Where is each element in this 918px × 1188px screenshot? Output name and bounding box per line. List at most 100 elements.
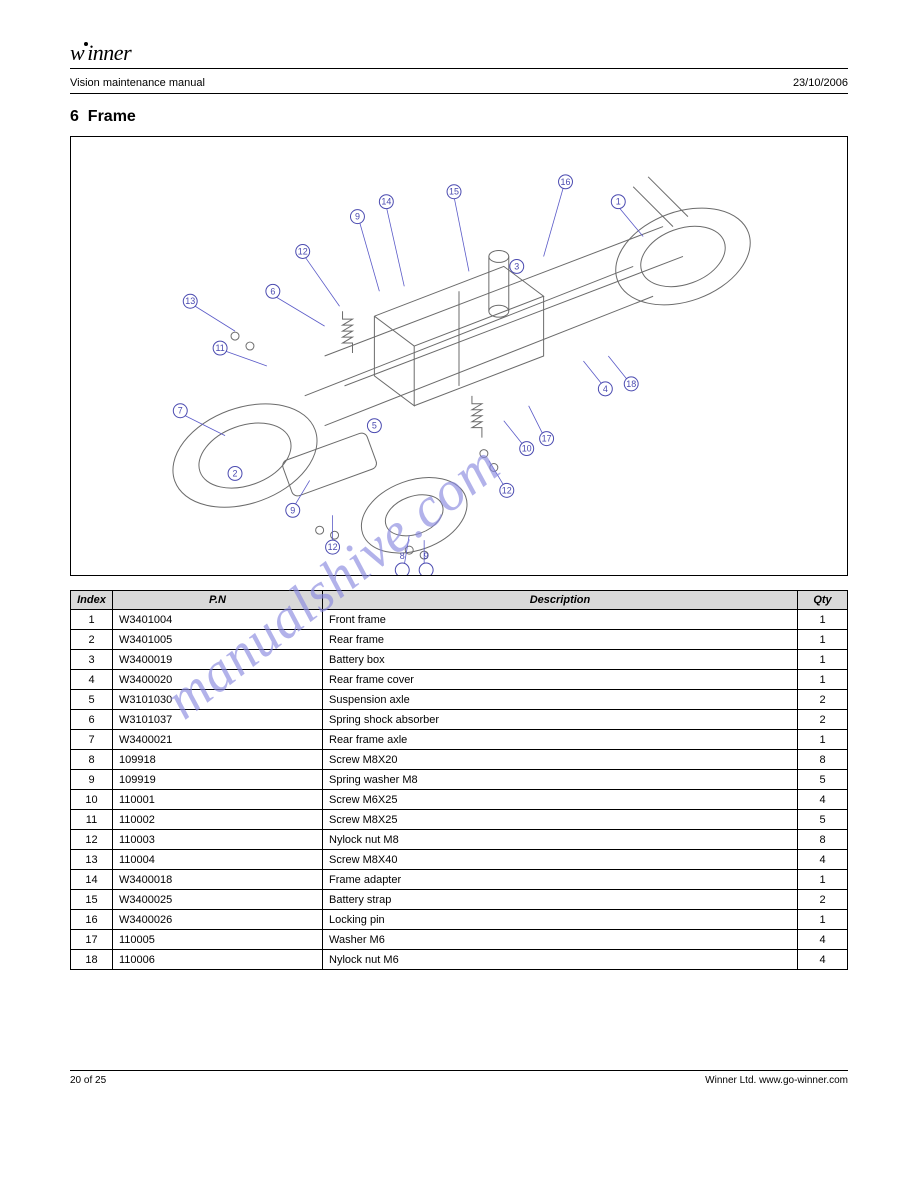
chapter-heading: 6 Frame [70,108,848,126]
table-cell: 17 [71,930,113,950]
table-cell: W3101037 [113,710,323,730]
page-header: wwinnerinner [70,40,848,69]
svg-text:8: 8 [400,551,405,561]
svg-text:9: 9 [290,505,295,515]
table-cell: Screw M6X25 [323,790,798,810]
table-cell: 18 [71,950,113,970]
table-row: 16W3400026Locking pin1 [71,910,848,930]
table-cell: 2 [798,690,848,710]
table-cell: 109919 [113,770,323,790]
table-cell: Screw M8X20 [323,750,798,770]
table-cell: W3400021 [113,730,323,750]
col-index: Index [71,591,113,610]
table-cell: 3 [71,650,113,670]
table-cell: Battery strap [323,890,798,910]
svg-text:10: 10 [522,444,532,454]
svg-text:15: 15 [449,187,459,197]
table-cell: Rear frame axle [323,730,798,750]
table-cell: 1 [798,670,848,690]
table-cell: 4 [798,930,848,950]
col-pn: P.N [113,591,323,610]
exploded-diagram: 1 16 15 14 9 12 6 13 11 7 2 9 12 5 8 9 1… [70,136,848,576]
table-cell: Nylock nut M6 [323,950,798,970]
table-cell: Screw M8X40 [323,850,798,870]
table-cell: 8 [71,750,113,770]
table-row: 18110006Nylock nut M64 [71,950,848,970]
table-cell: 14 [71,870,113,890]
table-cell: 2 [798,710,848,730]
svg-text:12: 12 [502,485,512,495]
table-cell: W3401005 [113,630,323,650]
table-cell: 110006 [113,950,323,970]
table-row: 15W3400025Battery strap2 [71,890,848,910]
table-cell: Spring washer M8 [323,770,798,790]
table-cell: 1 [71,610,113,630]
table-cell: 8 [798,750,848,770]
page-footer: 20 of 25 Winner Ltd. www.go-winner.com [70,1070,848,1086]
svg-text:3: 3 [514,261,519,271]
table-cell: 2 [798,890,848,910]
table-row: 1W3401004Front frame1 [71,610,848,630]
table-cell: 110001 [113,790,323,810]
svg-text:5: 5 [372,421,377,431]
svg-text:7: 7 [178,406,183,416]
table-row: 5W3101030Suspension axle2 [71,690,848,710]
svg-text:16: 16 [561,177,571,187]
svg-text:14: 14 [381,197,391,207]
table-cell: 4 [71,670,113,690]
table-cell: 4 [798,950,848,970]
table-cell: 12 [71,830,113,850]
table-row: 11110002Screw M8X255 [71,810,848,830]
table-cell: 1 [798,870,848,890]
footer-page: 20 of 25 [70,1075,106,1086]
table-cell: 5 [798,810,848,830]
table-cell: 1 [798,610,848,630]
table-cell: 110004 [113,850,323,870]
col-qty: Qty [798,591,848,610]
table-cell: Nylock nut M8 [323,830,798,850]
table-row: 6W3101037Spring shock absorber2 [71,710,848,730]
svg-text:9: 9 [355,212,360,222]
table-cell: 1 [798,650,848,670]
table-cell: 16 [71,910,113,930]
table-row: 14W3400018Frame adapter1 [71,870,848,890]
table-row: 4W3400020Rear frame cover1 [71,670,848,690]
table-cell: Screw M8X25 [323,810,798,830]
table-cell: 7 [71,730,113,750]
table-cell: W3400019 [113,650,323,670]
table-cell: Locking pin [323,910,798,930]
table-cell: 9 [71,770,113,790]
table-cell: Rear frame [323,630,798,650]
table-cell: 4 [798,850,848,870]
footer-company: Winner Ltd. www.go-winner.com [705,1075,848,1086]
table-cell: W3400020 [113,670,323,690]
svg-text:13: 13 [185,296,195,306]
svg-text:2: 2 [233,468,238,478]
table-cell: Suspension axle [323,690,798,710]
table-cell: W3400018 [113,870,323,890]
brand-logo: wwinnerinner [70,40,131,68]
table-cell: 110003 [113,830,323,850]
doc-date: 23/10/2006 [793,77,848,89]
table-cell: 109918 [113,750,323,770]
table-cell: 11 [71,810,113,830]
table-row: 3W3400019Battery box1 [71,650,848,670]
table-cell: 2 [71,630,113,650]
svg-text:9: 9 [424,551,429,561]
table-cell: 5 [71,690,113,710]
svg-text:17: 17 [542,434,552,444]
table-cell: Washer M6 [323,930,798,950]
svg-text:4: 4 [603,384,608,394]
table-cell: 10 [71,790,113,810]
table-cell: Frame adapter [323,870,798,890]
table-row: 8109918Screw M8X208 [71,750,848,770]
svg-text:1: 1 [616,197,621,207]
table-row: 2W3401005Rear frame1 [71,630,848,650]
table-row: 13110004Screw M8X404 [71,850,848,870]
table-row: 10110001Screw M6X254 [71,790,848,810]
parts-table: Index P.N Description Qty 1W3401004Front… [70,590,848,970]
doc-title-row: Vision maintenance manual 23/10/2006 [70,75,848,94]
table-cell: 5 [798,770,848,790]
table-cell: 110002 [113,810,323,830]
frame-diagram-svg: 1 16 15 14 9 12 6 13 11 7 2 9 12 5 8 9 1… [71,137,847,575]
